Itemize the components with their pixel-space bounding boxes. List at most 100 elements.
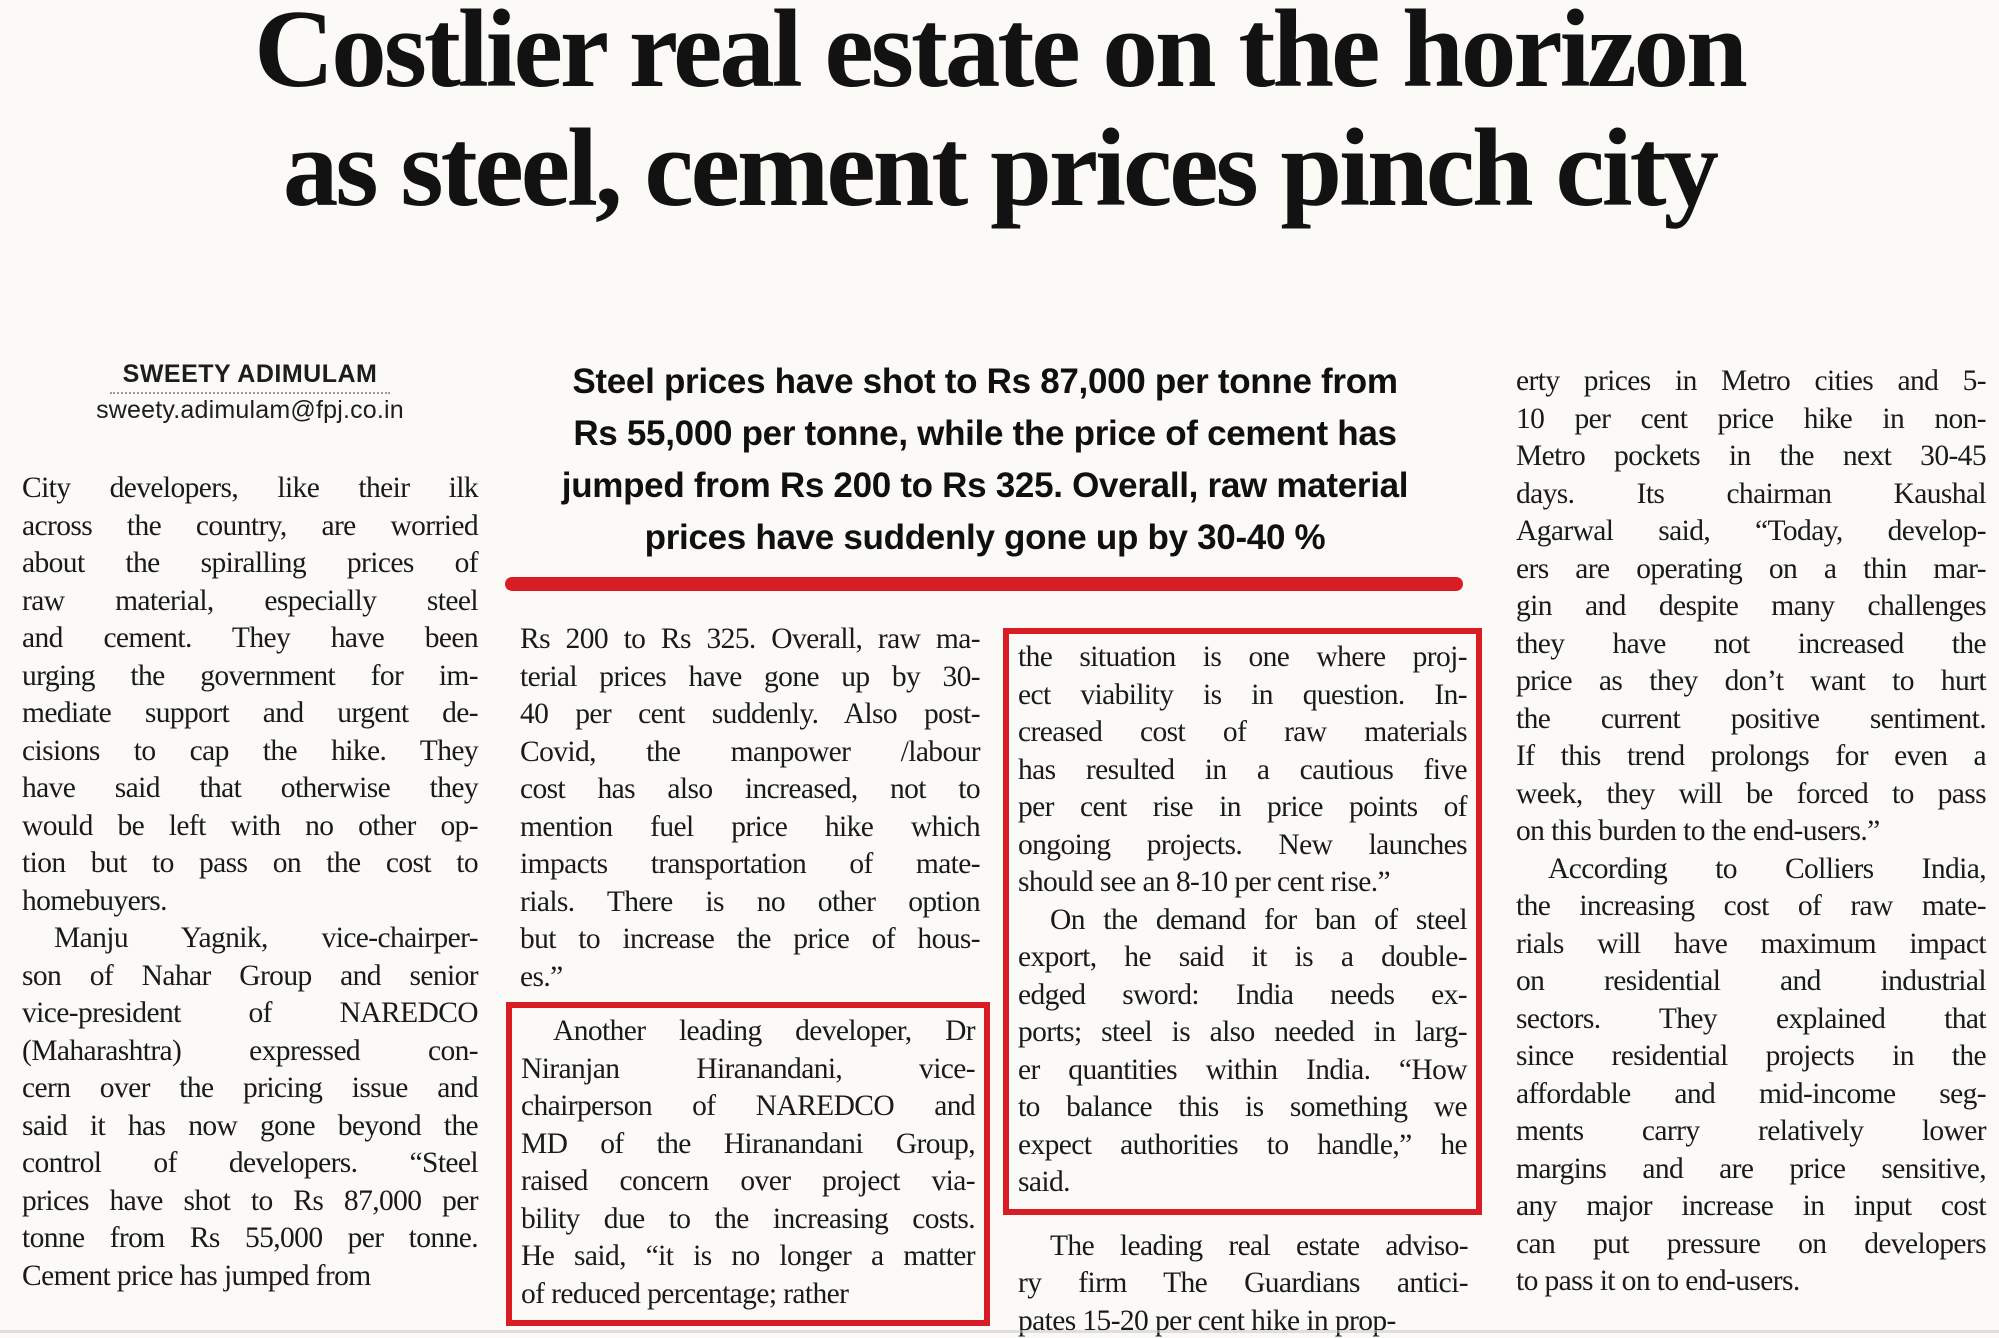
headline-line-2: as steel, cement prices pinch city [282,107,1719,230]
author-name: SWEETY ADIMULAM [122,360,378,388]
paragraph: Manju Yagnik, vice-chairper-son of Nahar… [22,920,479,1295]
text-line: Rs 200 to Rs 325. Overall, raw ma- [520,623,981,655]
text-line: said. [1018,1166,1071,1198]
text-line: ongoing projects. New launches [1018,828,1468,861]
text-line: bility due to the increasing costs. [521,1202,976,1235]
highlight-box: the situation is one where proj-ect viab… [1003,628,1482,1215]
text-line: can put pressure on developers [1516,1227,1987,1260]
text-line: chairperson of NAREDCO and [521,1090,976,1122]
text-line: any major increase in input cost [1516,1190,1987,1222]
text-line: (Maharashtra) expressed con- [22,1034,479,1067]
text-line: and cement. They have been [22,622,479,654]
column-4: erty prices in Metro cities and 5- 10 per… [1516,363,1987,1301]
text-line: per cent rise in price points of [1018,791,1468,823]
text-line: impacts transportation of mate- [520,848,981,880]
text-line: affordable and mid-income seg- [1516,1077,1987,1110]
text-line: City developers, like their ilk [22,472,479,504]
text-line: ers are operating on a thin mar- [1516,552,1987,585]
standfirst: Steel prices have shot to Rs 87,000 per … [505,356,1465,564]
text-line: export, he said it is a double- [1018,941,1468,973]
text-line: on residential and industrial [1516,965,1987,997]
text-line: 40 per cent suddenly. Also post- [520,698,981,730]
text-line: terial prices have gone up by 30- [520,660,981,693]
text-line: Niranjan Hiranandani, vice- [521,1052,976,1085]
text-line: mention fuel price hike which [520,810,981,843]
paragraph: the situation is one where proj-ect viab… [1018,639,1468,902]
text-line: ect viability is in question. In- [1018,678,1468,711]
column-3: the situation is one where proj-ect viab… [1003,628,1482,1338]
text-line: have said that otherwise they [22,772,479,804]
text-line: rials will have maximum impact [1516,927,1987,960]
text-line: would be left with no other op- [22,809,479,842]
text-line: cern over the pricing issue and [22,1072,479,1104]
text-line: week, they will be forced to pass [1516,777,1987,810]
text-line: rials. There is no other option [520,885,981,918]
text-line: raised concern over project via- [521,1165,976,1197]
text-line: The leading real estate adviso- [1050,1229,1469,1262]
text-line: On the demand for ban of steel [1050,903,1468,936]
text-line: ments carry relatively lower [1516,1115,1987,1147]
text-line: cisions to cap the hike. They [22,734,479,767]
byline: SWEETY ADIMULAM sweety.adimulam@fpj.co.i… [22,360,478,425]
text-line: tion but to pass on the cost to [22,847,479,879]
text-line: the current positive sentiment. [1516,702,1987,735]
text-line: prices have shot to Rs 87,000 per [22,1184,479,1217]
text-line: son of Nahar Group and senior [22,959,479,992]
text-line: days. Its chairman Kaushal [1516,477,1987,510]
text-line: Cement price has jumped from [22,1259,371,1292]
text-line: creased cost of raw materials [1018,716,1468,748]
text-line: said it has now gone beyond the [22,1109,479,1142]
text-line: has resulted in a cautious five [1018,753,1468,786]
text-line: urging the government for im- [22,659,479,692]
text-line: Another leading developer, Dr [553,1015,976,1047]
text-line: gin and despite many challenges [1516,590,1987,622]
text-line: to pass it on to end-users. [1516,1265,1800,1297]
paragraph: According to Colliers India, the increasi… [1516,851,1987,1301]
text-line: to balance this is something we [1018,1091,1468,1123]
text-line: tonne from Rs 55,000 per tonne. [22,1222,479,1254]
text-line: If this trend prolongs for even a [1516,740,1987,772]
text-line: should see an 8-10 per cent rise.” [1018,866,1391,898]
byline-divider [110,392,390,394]
text-line: According to Colliers India, [1548,852,1987,885]
text-line: the situation is one where proj- [1018,641,1468,673]
highlight-box: Another leading developer, Dr Niranjan Hi… [506,1002,990,1326]
paragraph: erty prices in Metro cities and 5- 10 per… [1516,363,1987,851]
text-line: er quantities within India. “How [1018,1053,1468,1086]
text-line: control of developers. “Steel [22,1147,479,1179]
text-line: of reduced percentage; rather [521,1277,849,1310]
author-email: sweety.adimulam@fpj.co.in [96,396,404,424]
text-line: about the spiralling prices of [22,547,479,579]
standfirst-line: jumped from Rs 200 to Rs 325. Overall, r… [561,466,1409,505]
column-1: City developers, like their ilk across th… [22,470,479,1295]
text-line: since residential projects in the [1516,1040,1987,1072]
text-line: ports; steel is also needed in larg- [1018,1016,1468,1048]
paragraph: On the demand for ban of steel export, he… [1018,902,1468,1202]
text-line: erty prices in Metro cities and 5- [1516,365,1987,397]
text-line: homebuyers. [22,884,168,917]
article-headline: Costlier real estate on the horizon as s… [0,0,1999,228]
text-line: Manju Yagnik, vice-chairper- [54,922,479,954]
text-line: but to increase the price of hous- [520,923,981,955]
text-line: He said, “it is no longer a matter [521,1240,976,1272]
text-line: price as they don’t want to hurt [1516,665,1987,697]
headline-line-1: Costlier real estate on the horizon [254,0,1748,111]
text-line: cost has also increased, not to [520,773,981,805]
text-line: sectors. They explained that [1516,1002,1987,1035]
column-2: Rs 200 to Rs 325. Overall, raw ma-terial… [506,621,990,1326]
paragraph: Another leading developer, Dr Niranjan Hi… [521,1013,976,1313]
standfirst-underline [505,577,1463,591]
text-line: on this burden to the end-users.” [1516,815,1880,847]
text-line: ry firm The Guardians antici- [1018,1267,1469,1299]
text-line: across the country, are worried [22,509,479,542]
page-bottom-edge [0,1330,1999,1333]
paragraph: Rs 200 to Rs 325. Overall, raw ma-terial… [520,621,981,996]
text-line: Metro pockets in the next 30-45 [1516,440,1987,472]
text-line: the increasing cost of raw mate- [1516,890,1987,922]
standfirst-line: Steel prices have shot to Rs 87,000 per … [572,362,1398,401]
text-line: Covid, the manpower /labour [520,735,981,768]
standfirst-line: prices have suddenly gone up by 30-40 % [644,518,1326,557]
text-line: 10 per cent price hike in non- [1516,402,1987,435]
paragraph: The leading real estate adviso-ry firm T… [1018,1228,1469,1338]
